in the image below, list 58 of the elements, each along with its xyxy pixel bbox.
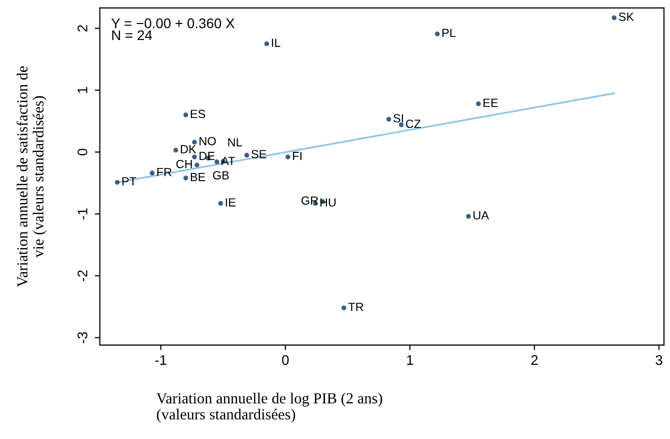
annotation: PL	[442, 28, 456, 37]
x-tick-label: 3	[656, 355, 662, 365]
annotation: PT	[122, 177, 136, 186]
annotation: SK	[618, 12, 634, 21]
point	[466, 214, 471, 219]
annotation: ES	[190, 110, 206, 118]
annotation: IL	[272, 38, 280, 47]
annotation: CZ	[406, 120, 421, 128]
x-tick-label: 2	[531, 355, 538, 365]
point	[150, 170, 155, 176]
point	[183, 176, 188, 180]
x-tick-label: 0	[282, 355, 289, 365]
point	[612, 15, 617, 20]
point	[114, 180, 120, 185]
annotation: FI	[293, 152, 302, 160]
x-axis-title: Variation annuelle de log PIB (2 ans) (valeurs standardisées)	[156, 392, 382, 423]
annotation: NO	[200, 136, 216, 146]
point	[192, 140, 197, 145]
annotation: DK	[180, 145, 196, 154]
annotation: GR	[301, 196, 318, 205]
annotation: DE	[200, 152, 215, 160]
annotation: GB	[212, 171, 229, 180]
annotation: EE	[484, 98, 498, 107]
annotation: IE	[226, 198, 236, 206]
annotation: Y = −0.00 + 0.360 X N = 24	[111, 18, 235, 40]
y-tick-label: 2	[78, 25, 88, 32]
y-tick-label: 0	[78, 148, 88, 156]
point	[398, 122, 404, 128]
y-tick-label: -2	[78, 270, 88, 282]
y-tick-label: 1	[78, 86, 88, 93]
point	[214, 160, 220, 164]
annotation: AT	[221, 156, 236, 165]
annotation: UA	[474, 211, 489, 220]
point	[192, 154, 197, 160]
annotation: HU	[320, 198, 336, 207]
annotation: SE	[251, 150, 266, 158]
x-tick-label: -1	[155, 355, 166, 365]
point	[264, 41, 270, 46]
point	[218, 200, 224, 206]
annotation: CH	[176, 160, 192, 168]
point	[434, 31, 440, 36]
point	[476, 101, 481, 106]
annotation: FR	[157, 168, 172, 176]
x-tick-label: 1	[407, 355, 414, 365]
point	[342, 306, 346, 310]
y-tick-label: -1	[78, 208, 88, 220]
annotation: NL	[228, 138, 242, 146]
point	[386, 116, 392, 122]
y-axis-title: Variation annuelle de satisfaction de vie (valeurs standardisées)	[16, 66, 47, 288]
point	[194, 162, 200, 168]
point	[285, 154, 290, 160]
point	[244, 152, 250, 158]
annotation: BE	[190, 172, 206, 182]
y-tick-label: -3	[78, 332, 88, 344]
point	[183, 112, 188, 118]
point	[173, 148, 178, 153]
annotation: SI	[393, 114, 403, 122]
annotation: TR	[348, 302, 364, 311]
